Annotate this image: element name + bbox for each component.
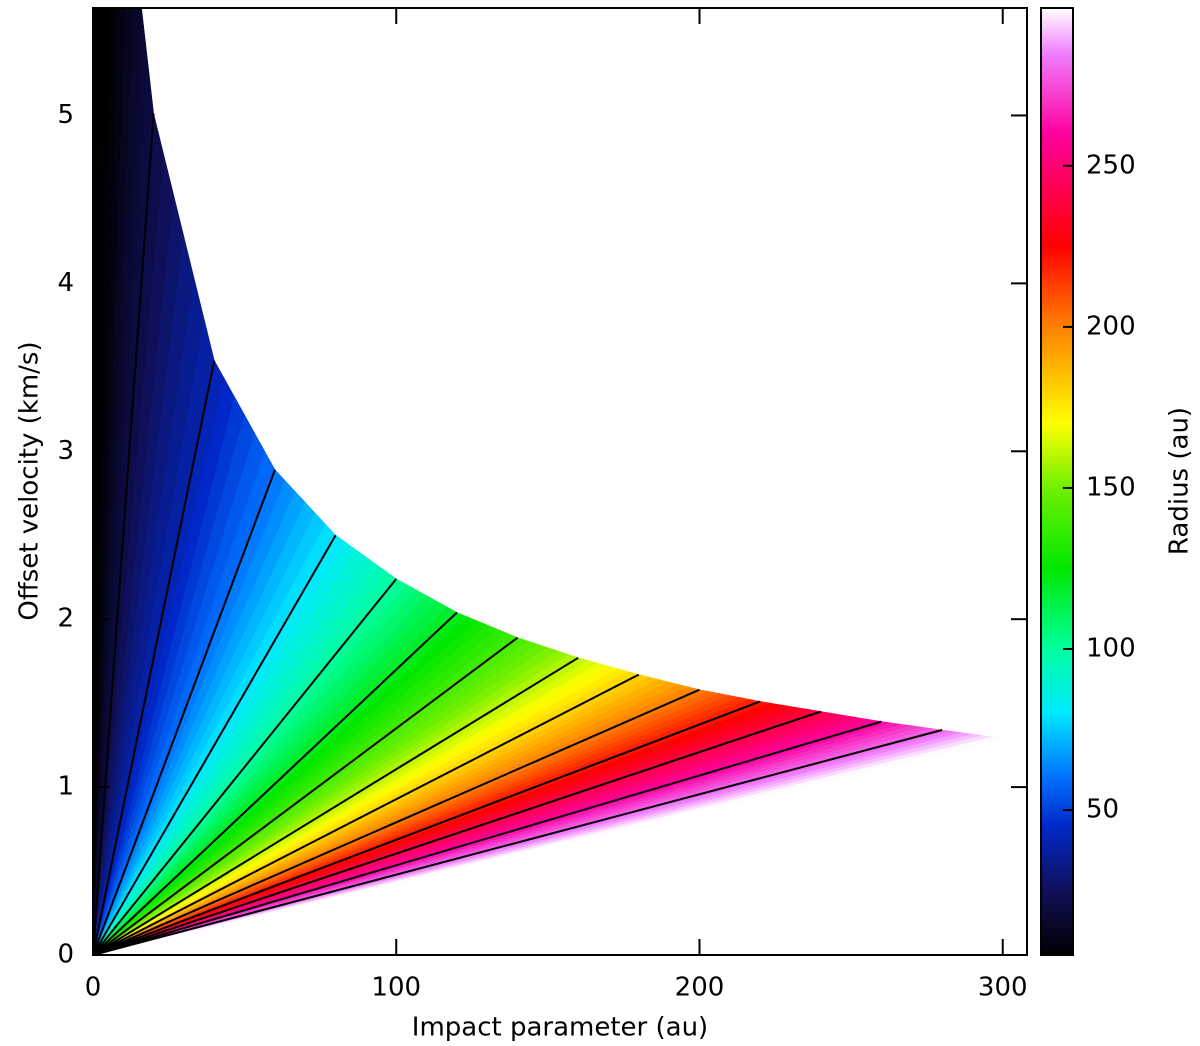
contour-line bbox=[92, 729, 943, 956]
contour-line bbox=[92, 636, 519, 956]
contour-line bbox=[92, 688, 700, 956]
contour-line bbox=[92, 720, 882, 956]
y-tick-label: 2 bbox=[57, 604, 74, 634]
contour-line bbox=[92, 360, 216, 956]
colorbar-tick-label: 250 bbox=[1086, 150, 1136, 180]
colorbar-tick-label: 200 bbox=[1086, 311, 1136, 341]
y-tick-label: 1 bbox=[57, 772, 74, 802]
colorbar-tick-label: 150 bbox=[1086, 472, 1136, 502]
contour-line bbox=[92, 113, 155, 956]
contour-line bbox=[92, 611, 458, 956]
contour-line bbox=[92, 700, 761, 956]
contour-line bbox=[92, 534, 337, 956]
heatmap-wedge bbox=[92, 736, 1003, 956]
x-tick-label: 0 bbox=[85, 973, 102, 1003]
contour-line bbox=[92, 710, 822, 956]
y-tick-label: 5 bbox=[57, 100, 74, 130]
plot-area bbox=[92, 7, 1003, 956]
plot-frame bbox=[92, 7, 1028, 956]
colorbar-tick-label: 100 bbox=[1086, 633, 1136, 663]
x-tick-label: 200 bbox=[675, 973, 725, 1003]
y-tick-label: 0 bbox=[57, 940, 74, 970]
y-tick-label: 4 bbox=[57, 268, 74, 298]
x-tick-label: 300 bbox=[978, 973, 1028, 1003]
contour-line bbox=[92, 656, 579, 956]
contour-line bbox=[92, 469, 276, 956]
colorbar bbox=[1040, 7, 1074, 956]
x-tick-label: 100 bbox=[371, 973, 421, 1003]
colorbar-label: Radius (au) bbox=[1165, 407, 1195, 555]
contour-line bbox=[92, 578, 398, 956]
colorbar-tick-label: 50 bbox=[1086, 795, 1119, 825]
y-axis-label: Offset velocity (km/s) bbox=[15, 341, 45, 620]
y-tick-label: 3 bbox=[57, 436, 74, 466]
x-axis-label: Impact parameter (au) bbox=[412, 1013, 708, 1043]
contour-line bbox=[92, 673, 640, 956]
